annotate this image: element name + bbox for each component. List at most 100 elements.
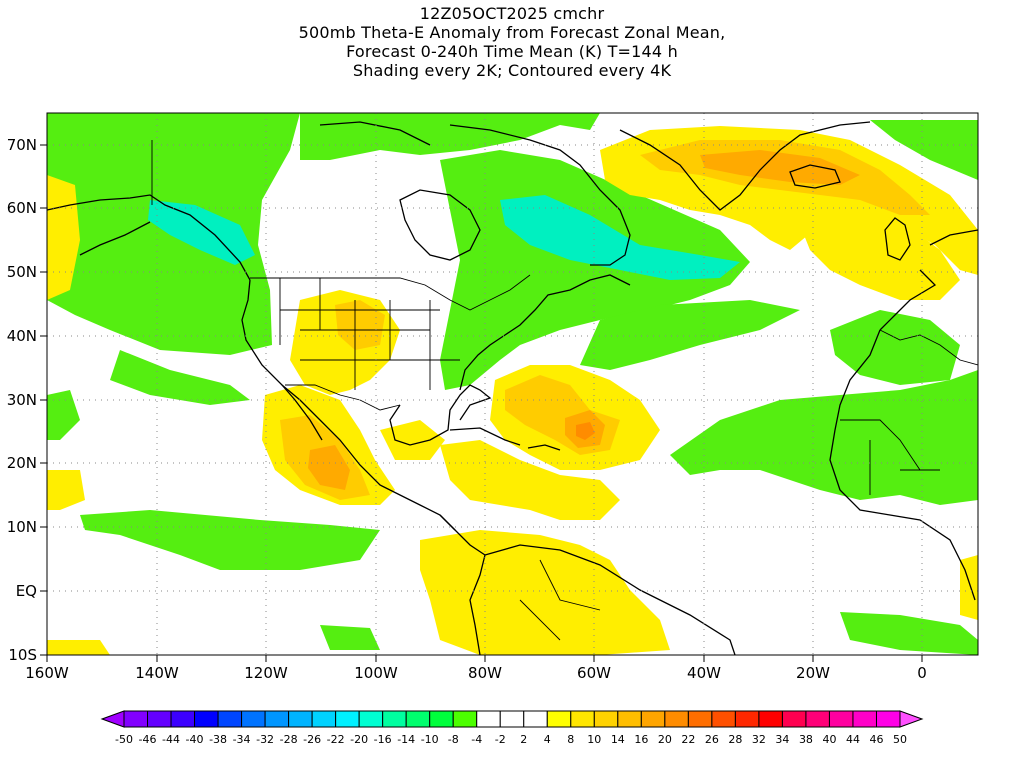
- colorbar-swatch: [664, 710, 689, 728]
- colorbar-label: 50: [893, 733, 907, 746]
- title-variable: 500mb Theta-E Anomaly from Forecast Zona…: [298, 23, 726, 42]
- colorbar-label: -4: [471, 733, 482, 746]
- colorbar-label: 22: [681, 733, 695, 746]
- colorbar-swatch: [358, 710, 384, 728]
- positive-anomaly-caribbean: [440, 440, 620, 520]
- colorbar-max-arrow: [899, 710, 924, 728]
- colorbar-swatch: [405, 710, 431, 728]
- lon-label: 40W: [687, 664, 721, 682]
- colorbar-swatch: [523, 710, 548, 728]
- negative-core-labrador: [500, 195, 740, 280]
- coast-britain: [884, 217, 911, 261]
- positive-anomaly-south-pacific: [47, 640, 110, 655]
- coast-hudson-bay: [399, 189, 481, 261]
- colorbar-swatch: [382, 710, 407, 728]
- colorbar-label: 40: [822, 733, 836, 746]
- colorbar-label: 8: [567, 733, 574, 746]
- colorbar-swatch: [734, 710, 760, 728]
- colorbar-swatch: [147, 710, 172, 728]
- colorbar-label: -22: [327, 733, 345, 746]
- border-africa: [840, 419, 940, 495]
- lon-label: 120W: [244, 664, 288, 682]
- coast-cuba: [449, 427, 521, 446]
- colorbar-swatch: [170, 710, 196, 728]
- colorbar-label: -14: [397, 733, 415, 746]
- plot-frame: [46, 112, 979, 656]
- anomaly-shading: [47, 113, 978, 655]
- colorbar-swatch: [570, 710, 595, 728]
- political-borders: [151, 140, 978, 641]
- coast-south-america: [469, 544, 736, 655]
- border-us-mexico: [285, 384, 401, 411]
- colorbar-label: -20: [350, 733, 368, 746]
- latitude-labels: 70N 60N 50N 40N 30N 20N 10N EQ 10S: [7, 136, 37, 664]
- title-shading: Shading every 2K; Contoured every 4K: [352, 61, 672, 80]
- colorbar-swatch: [711, 710, 736, 728]
- colorbar-swatch: [452, 710, 478, 728]
- colorbar-swatch: [264, 710, 290, 728]
- colorbar-label: 26: [705, 733, 719, 746]
- border-south-america: [519, 559, 601, 641]
- negative-anomaly-tropical-atlantic: [670, 370, 978, 505]
- colorbar-swatch: [123, 710, 149, 728]
- colorbar-swatch: [875, 710, 901, 728]
- lon-label: 20W: [796, 664, 830, 682]
- colorbar-min-arrow: [100, 710, 125, 728]
- lat-label: 40N: [7, 327, 37, 345]
- colorbar-label: 14: [611, 733, 625, 746]
- lon-label: 100W: [354, 664, 398, 682]
- colorbar-swatch: [311, 710, 337, 728]
- coast-africa: [829, 329, 976, 601]
- colorbar-swatch: [546, 710, 572, 728]
- colorbar-swatch: [593, 710, 619, 728]
- negative-anomaly-south-pacific: [320, 625, 380, 650]
- positive-anomaly-west-coast: [47, 175, 80, 300]
- border-us-canada: [250, 274, 531, 311]
- colorbar-label: 2: [520, 733, 527, 746]
- colorbar-label: 10: [587, 733, 601, 746]
- colorbar-label: -10: [421, 733, 439, 746]
- positive-anomaly-west-africa: [960, 555, 978, 620]
- colorbar-label: -34: [233, 733, 251, 746]
- lat-label: 60N: [7, 199, 37, 217]
- negative-anomaly-atlantic-band: [580, 300, 800, 370]
- colorbar-label: 38: [799, 733, 813, 746]
- coast-iceland: [789, 164, 841, 189]
- colorbar-label: -16: [374, 733, 392, 746]
- coastlines: [47, 121, 978, 655]
- colorbar-swatch: [217, 710, 243, 728]
- colorbar-label: -32: [256, 733, 274, 746]
- colorbar-swatch: [241, 710, 266, 728]
- lat-label: 50N: [7, 263, 37, 281]
- coast-alaska-peninsula: [79, 221, 151, 256]
- colorbar-label: 4: [544, 733, 551, 746]
- colorbar-swatch: [640, 710, 666, 728]
- colorbar-swatch: [194, 710, 219, 728]
- colorbar-swatch: [687, 710, 713, 728]
- grid-lines: [47, 113, 978, 655]
- colorbar-label: -28: [280, 733, 298, 746]
- positive-core-mexico: [308, 445, 350, 490]
- coast-arctic-islands: [319, 121, 631, 266]
- colorbar: -50 -46 -44 -40 -38 -34 -32 -28 -26 -22 -20 -16 -14-…: [100, 710, 924, 746]
- colorbar-swatch: [758, 710, 783, 728]
- colorbar-label: 28: [728, 733, 742, 746]
- colorbar-label: -26: [303, 733, 321, 746]
- negative-anomaly-tropical-pacific: [80, 510, 380, 570]
- colorbar-swatch: [805, 710, 830, 728]
- border-europe: [879, 329, 978, 366]
- colorbar-swatch: [288, 710, 313, 728]
- coast-alaska: [47, 194, 251, 281]
- colorbar-swatch: [476, 710, 501, 728]
- border-us-states: [279, 278, 460, 390]
- lat-label: 10N: [7, 518, 37, 536]
- lon-label: 0: [917, 664, 927, 682]
- colorbar-label: -46: [139, 733, 157, 746]
- colorbar-label: -40: [186, 733, 204, 746]
- coast-gulf-mexico: [389, 384, 492, 446]
- colorbar-swatch: [617, 710, 642, 728]
- colorbar-swatch: [499, 710, 525, 728]
- negative-anomaly-south-atlantic: [840, 612, 978, 655]
- colorbar-label: -50: [115, 733, 133, 746]
